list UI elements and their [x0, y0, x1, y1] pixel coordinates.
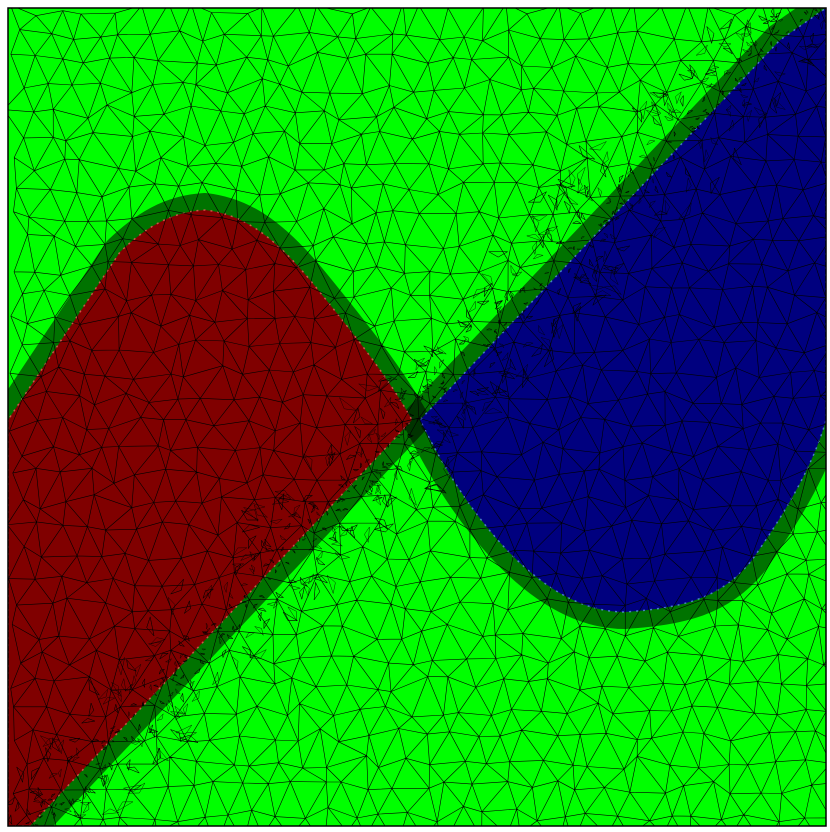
mesh-refined-edges	[8, 8, 824, 826]
left-region	[8, 210, 412, 826]
left-region-boundary	[8, 209, 413, 826]
right-region	[420, 8, 826, 612]
domain-frame	[7, 7, 827, 827]
